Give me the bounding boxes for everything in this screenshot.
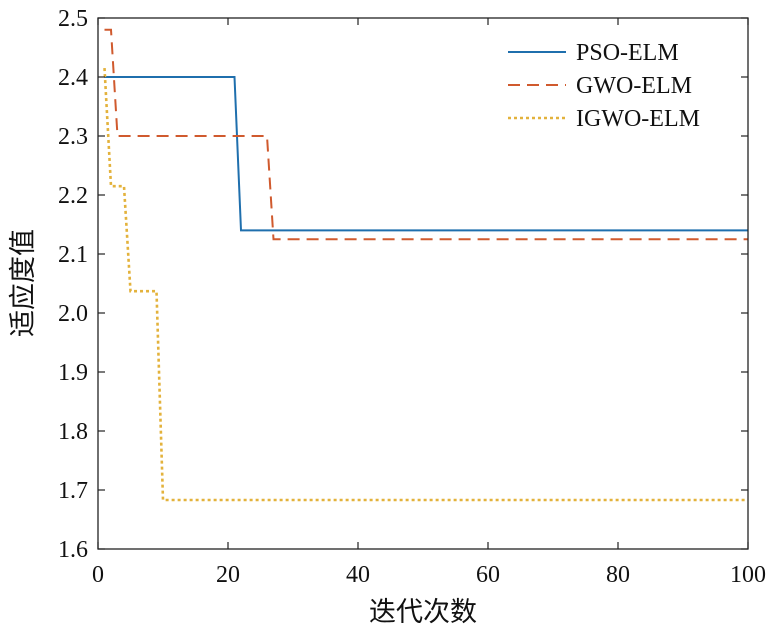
x-tick-label: 20 — [216, 562, 240, 588]
y-tick-label: 2.0 — [58, 301, 88, 327]
y-tick-label: 2.5 — [58, 6, 88, 32]
y-axis-title: 适应度值 — [8, 229, 39, 337]
legend-label: IGWO-ELM — [576, 106, 700, 132]
y-tick-label: 2.4 — [58, 65, 88, 91]
x-tick-label: 100 — [730, 562, 766, 588]
y-tick-label: 2.2 — [58, 183, 88, 209]
x-tick-label: 60 — [476, 562, 500, 588]
y-tick-label: 1.7 — [58, 478, 88, 504]
x-tick-label: 80 — [606, 562, 630, 588]
x-axis: 0 20 40 60 80 100 — [92, 18, 766, 588]
legend: PSO-ELM GWO-ELM IGWO-ELM — [508, 40, 700, 132]
y-tick-label: 2.3 — [58, 124, 88, 150]
x-tick-label: 0 — [92, 562, 104, 588]
y-tick-label: 1.6 — [58, 537, 88, 563]
legend-label: GWO-ELM — [576, 73, 692, 99]
y-axis: 1.6 1.7 1.8 1.9 2.0 2.1 2.2 2.3 2.4 2.5 — [58, 6, 748, 563]
y-tick-label: 1.8 — [58, 419, 88, 445]
series-line-gwo-elm — [104, 28, 748, 241]
y-tick-label: 2.1 — [58, 242, 88, 268]
series-layer — [103, 28, 748, 502]
y-tick-label: 1.9 — [58, 360, 88, 386]
legend-label: PSO-ELM — [576, 40, 679, 66]
x-axis-title: 迭代次数 — [369, 597, 477, 628]
x-tick-label: 40 — [346, 562, 370, 588]
plot-frame — [97, 17, 749, 550]
series-line-igwo-elm — [103, 68, 748, 502]
series-line-pso-elm — [104, 76, 748, 232]
